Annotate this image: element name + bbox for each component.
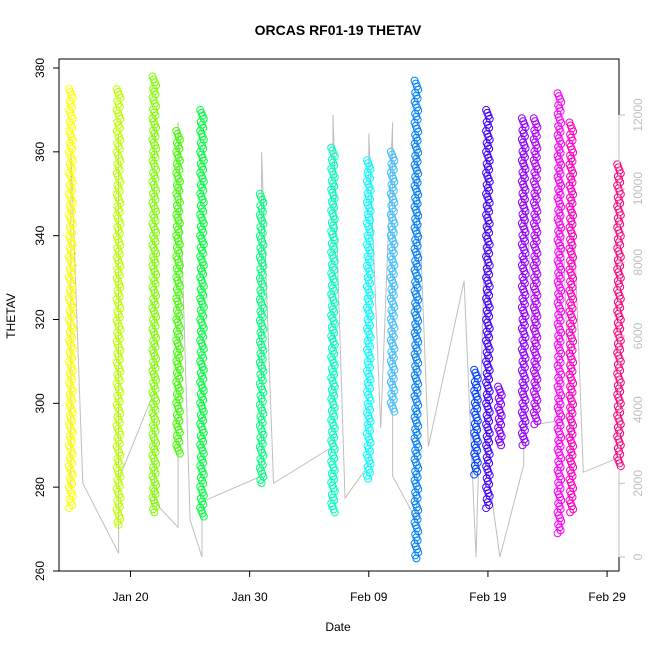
y-tick-label: 320 [33,309,47,329]
data-point [257,479,266,487]
data-point [497,441,506,450]
y2-tick-label: 2000 [631,470,645,497]
data-point [566,508,575,517]
y2-tick-label: 12000 [631,98,645,132]
data-point [364,474,373,483]
series-8 [363,156,375,483]
data-point [530,420,539,429]
y2-tick-label: 8000 [631,249,645,276]
series-7 [327,143,339,517]
x-tick-label: Jan 30 [232,590,268,604]
series-5 [196,105,208,521]
series-3 [148,72,161,517]
series-4 [172,126,184,458]
y-tick-label: 260 [33,561,47,581]
data-point [616,462,625,471]
series-13 [494,382,506,450]
data-point [150,508,159,517]
series-18 [613,160,625,471]
y2-tick-label: 10000 [631,172,645,206]
data-point [114,520,123,529]
x-tick-label: Feb 09 [350,590,388,604]
series-16 [553,89,566,538]
series-15 [529,114,542,429]
x-tick-label: Feb 29 [588,590,626,604]
y-tick-label: 280 [33,477,47,497]
y2-tick-label: 0 [631,553,645,560]
series-2 [112,85,125,529]
y2-tick-label: 4000 [631,396,645,423]
x-axis: Jan 20 Jan 30 Feb 09 Feb 19 Feb 29 [112,570,626,604]
series-1 [65,85,77,513]
y-tick-label: 340 [33,225,47,245]
series-9 [386,147,399,416]
series-12 [482,105,494,513]
data-point [482,504,491,513]
series-14 [517,114,530,450]
x-axis-label: Date [325,620,351,634]
y2-tick-label: 6000 [631,322,645,349]
series-10 [410,76,423,563]
data-point [553,529,562,538]
data-point [175,449,184,458]
data-point [518,441,527,450]
series-layer [65,72,625,563]
series-6 [255,189,268,487]
y2-axis: 0 2000 4000 6000 8000 10000 12000 [618,98,645,560]
x-tick-label: Jan 20 [112,590,148,604]
y-tick-label: 380 [33,58,47,78]
series-17 [565,118,578,517]
chart-title: ORCAS RF01-19 THETAV [255,22,422,38]
data-point [390,407,399,416]
series-11 [470,365,482,479]
data-point [470,470,479,479]
data-point [412,554,421,563]
data-point [65,504,74,513]
y-tick-label: 300 [33,393,47,413]
data-point [330,508,339,517]
x-tick-label: Feb 19 [469,590,507,604]
y-axis-label: THETAV [4,293,18,339]
y-tick-label: 360 [33,142,47,162]
data-point [199,512,208,521]
y-axis: 260 280 300 320 340 360 380 [33,58,60,581]
